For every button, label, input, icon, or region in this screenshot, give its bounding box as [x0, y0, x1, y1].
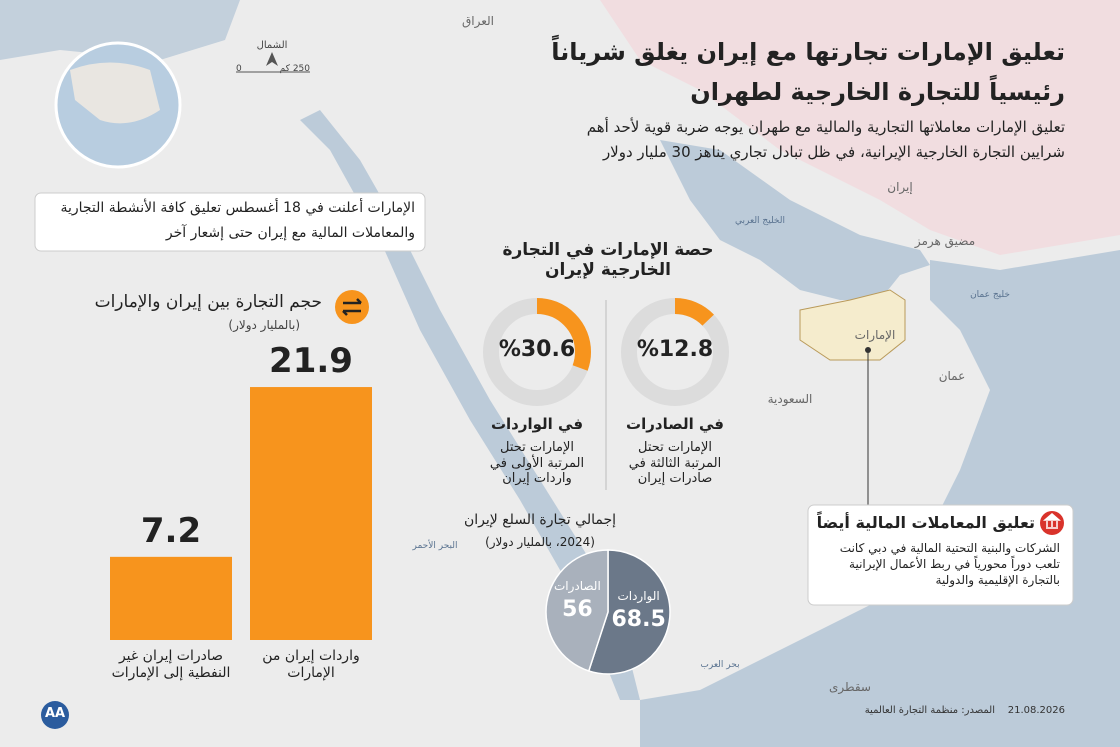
donut-arc — [483, 298, 591, 406]
pie-slice — [545, 549, 609, 672]
map-label: بحر العرب — [700, 660, 740, 670]
bar — [250, 387, 372, 640]
donut-label: %12.8 — [636, 337, 714, 362]
map-label: العراق — [461, 14, 495, 28]
chart-marks — [110, 298, 729, 675]
logo-mark — [41, 701, 69, 729]
donut-label: %30.6 — [498, 337, 576, 362]
donut-category: في الواردات — [490, 415, 584, 433]
scale-label: 250 كم — [279, 64, 310, 74]
logo: AA — [44, 706, 66, 721]
map-label: خليج عمان — [970, 290, 1010, 300]
chart-title: حجم التجارة بين إيران والإمارات — [94, 292, 322, 312]
category-label: صادرات إيران غير النفطية إلى الإمارات — [111, 648, 231, 681]
announcement-box — [34, 192, 426, 252]
donut-note: الإمارات تحتل المرتبة الأولى في واردات إ… — [489, 440, 585, 487]
map-label: الخليج العربي — [735, 216, 785, 226]
map-label: عمان — [938, 369, 966, 383]
subtitle: تعليق الإمارات معاملاتها التجارية والمال… — [586, 118, 1065, 136]
map-label: البحر الأحمر — [412, 541, 458, 551]
finance-title: تعليق المعاملات المالية أيضاً — [816, 513, 1035, 532]
sea — [0, 0, 240, 60]
map-label: السعودية — [767, 392, 813, 406]
bank-glyph — [1042, 513, 1062, 529]
donut-category: في الصادرات — [626, 415, 724, 433]
chart-title: إجمالي تجارة السلع لإيران — [464, 512, 616, 528]
announcement: والمعاملات المالية مع إيران حتى إشعار آخ… — [165, 225, 415, 241]
red-sea — [300, 110, 640, 700]
leader-dot — [865, 347, 871, 353]
finance-text: الشركات والبنية التحتية المالية في دبي ك… — [839, 541, 1060, 588]
pie-category: الصادرات — [553, 579, 601, 594]
finance-box — [807, 504, 1074, 606]
exchange-icon — [335, 290, 369, 324]
donut-arc — [621, 298, 729, 406]
chart-subtitle: (2024، بالمليار دولار) — [485, 535, 595, 549]
source: المصدر: منظمة التجارة العالمية — [864, 705, 995, 716]
arabian-sea — [640, 250, 1120, 747]
chart-subtitle: (بالمليار دولار) — [228, 318, 300, 332]
iran-region — [600, 0, 1120, 255]
subtitle: شرايين التجارة الخارجية الإيرانية، في ظل… — [602, 143, 1065, 161]
persian-gulf — [660, 140, 930, 300]
title: رئيسياً للتجارة الخارجية لطهران — [690, 78, 1065, 106]
exchange-glyph — [342, 298, 362, 316]
bar — [110, 556, 232, 640]
date: 21.08.2026 — [1007, 705, 1065, 716]
compass-label: الشمال — [256, 40, 288, 51]
chart-title: حصة الإمارات في التجارة الخارجية لإيران — [502, 240, 714, 281]
title: تعليق الإمارات تجارتها مع إيران يغلق شري… — [551, 38, 1065, 66]
compass-arrow — [266, 52, 278, 66]
map-label: سقطرى — [829, 680, 871, 694]
map-label: الإمارات — [854, 328, 896, 342]
pie-category: الواردات — [617, 588, 660, 603]
donut-note: الإمارات تحتل المرتبة الثالثة في صادرات … — [628, 440, 722, 487]
map-label: إيران — [887, 180, 913, 194]
map-label: مضيق هرمز — [914, 234, 976, 248]
value-label: 21.9 — [269, 341, 353, 382]
pie-value: 56 — [562, 597, 593, 623]
category-label: واردات إيران من الإمارات — [262, 648, 360, 681]
globe-land — [70, 62, 160, 124]
announcement: الإمارات أعلنت في 18 أغسطس تعليق كافة ال… — [60, 200, 415, 216]
pie-slice — [587, 549, 671, 675]
value-label: 7.2 — [140, 510, 202, 551]
scale-label: 0 — [236, 64, 242, 74]
uae-region — [799, 289, 906, 361]
pie-value: 68.5 — [611, 606, 666, 632]
